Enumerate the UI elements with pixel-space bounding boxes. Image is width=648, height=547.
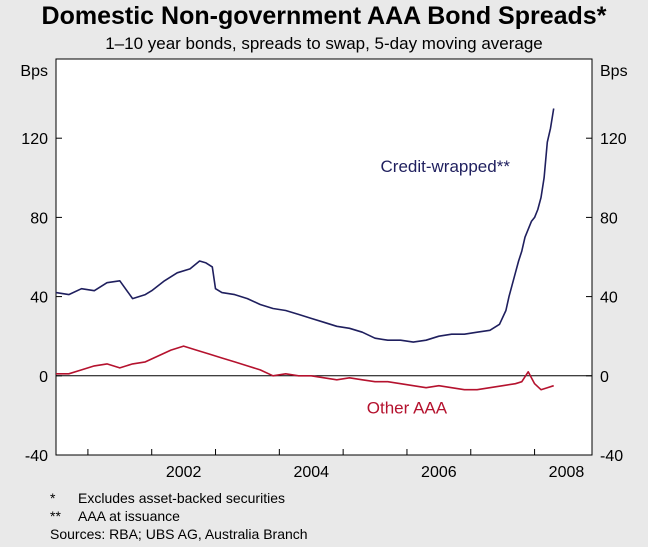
footnote-1: * Excludes asset-backed securities: [50, 489, 308, 507]
y-axis-unit-right: Bps: [600, 63, 628, 80]
x-tick-label: 2008: [549, 464, 585, 481]
footnote-2: ** AAA at issuance: [50, 507, 308, 525]
series-label-credit-wrapped: Credit-wrapped**: [381, 157, 511, 176]
series-line-other-aaa: [56, 345, 554, 391]
x-tick-label: 2004: [293, 464, 329, 481]
x-tick-label: 2006: [421, 464, 457, 481]
footnotes: * Excludes asset-backed securities ** AA…: [50, 489, 308, 543]
footnote-1-text: Excludes asset-backed securities: [78, 490, 285, 506]
footnote-1-mark: *: [50, 490, 56, 506]
y-tick-label-right: -40: [600, 448, 623, 465]
y-tick-label-left: 0: [39, 369, 48, 386]
chart-subtitle: 1–10 year bonds, spreads to swap, 5-day …: [105, 34, 543, 53]
chart-title: Domestic Non-government AAA Bond Spreads…: [41, 2, 607, 30]
footnote-2-text: AAA at issuance: [78, 508, 180, 524]
y-tick-label-right: 40: [600, 290, 618, 307]
y-tick-label-right: 80: [600, 210, 618, 227]
series-label-other-aaa: Other AAA: [367, 398, 448, 417]
y-tick-label-left: 40: [30, 290, 48, 307]
y-tick-label-left: 80: [30, 210, 48, 227]
x-tick-label: 2002: [166, 464, 202, 481]
y-tick-label-right: 120: [600, 131, 627, 148]
y-axis-unit-left: Bps: [20, 63, 48, 80]
y-tick-label-right: 0: [600, 369, 609, 386]
footnote-2-mark: **: [50, 508, 61, 524]
y-tick-label-left: -40: [25, 448, 48, 465]
y-tick-label-left: 120: [21, 131, 48, 148]
series-line-credit-wrapped: [55, 108, 555, 343]
plot-area: [55, 58, 593, 456]
sources-note: Sources: RBA; UBS AG, Australia Branch: [50, 526, 308, 542]
